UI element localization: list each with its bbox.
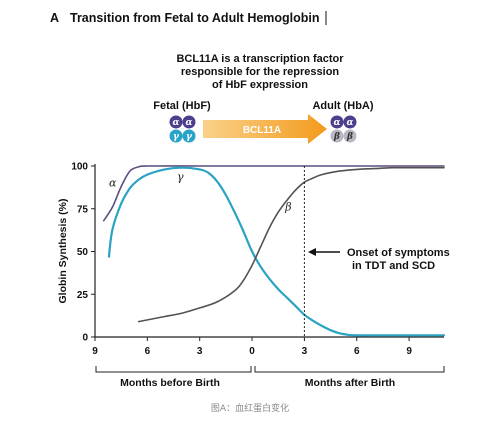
symptom-arrow-head <box>308 248 316 256</box>
x-tick-label: 3 <box>302 346 308 357</box>
fetal-alpha-2-label: α <box>186 118 193 128</box>
bcl11a-arrow-label: BCL11A <box>243 125 281 136</box>
x-tick-label: 0 <box>249 346 255 357</box>
bcl11a-arrow: BCL11A <box>203 114 327 144</box>
bcl11a-arrow-shape <box>203 114 327 144</box>
x-tick-label: 3 <box>197 346 203 357</box>
adult-label: Adult (HbA) <box>312 100 373 112</box>
adult-hemoglobin-icon: α α β β <box>330 115 357 143</box>
adult-alpha-1-label: α <box>334 118 341 128</box>
gamma-globin-line <box>107 166 446 337</box>
y-tick-label: 100 <box>71 162 88 173</box>
period-braces <box>95 366 445 373</box>
note-line-3: of HbF expression <box>212 79 308 91</box>
y-axis-label: Globin Synthesis (%) <box>57 198 69 303</box>
fetal-alpha-2 <box>182 115 196 129</box>
symptom-note-line-1: Onset of symptoms <box>347 247 450 259</box>
adult-beta-2 <box>343 129 357 143</box>
chart-title: Transition from Fetal to Adult Hemoglobi… <box>70 11 320 25</box>
y-tick-label: 50 <box>77 247 89 258</box>
brace-after-birth <box>254 366 445 373</box>
adult-beta-1-label: β <box>333 132 340 142</box>
alpha-series-label: α <box>109 177 117 190</box>
note-line-2: responsible for the repression <box>181 66 340 78</box>
chart-labels: α γ β <box>109 171 292 214</box>
x-axis-label-before: Months before Birth <box>120 377 220 389</box>
x-tick-label: 9 <box>92 346 98 357</box>
fetal-alpha-1 <box>169 115 183 129</box>
fetal-gamma-1 <box>169 129 183 143</box>
x-tick-label: 9 <box>406 346 412 357</box>
fetal-gamma-2-label: γ <box>186 132 193 142</box>
fetal-hemoglobin-icon: α α γ γ <box>169 115 196 143</box>
y-tick-label: 75 <box>77 204 89 215</box>
adult-beta-1 <box>330 129 344 143</box>
x-tick-label: 6 <box>145 346 151 357</box>
panel-letter: A <box>50 11 59 25</box>
y-tick-label: 0 <box>82 333 88 344</box>
fetal-gamma-2 <box>182 129 196 143</box>
x-tick-label: 6 <box>354 346 360 357</box>
fetal-gamma-1-label: γ <box>173 132 180 142</box>
adult-alpha-2 <box>343 115 357 129</box>
symptom-arrow <box>308 248 340 256</box>
gamma-series-label: γ <box>177 171 184 184</box>
fetal-label: Fetal (HbF) <box>153 100 211 112</box>
y-tick-label: 25 <box>77 290 89 301</box>
note-line-1: BCL11A is a transcription factor <box>176 53 344 65</box>
beta-series-label: β <box>284 200 291 213</box>
figure-caption: 图A：血红蛋白变化 <box>211 402 289 414</box>
alpha-globin-line <box>102 165 445 222</box>
brace-before-birth <box>95 366 252 373</box>
chart-axes: 0 25 50 75 100 9 6 3 0 3 6 9 <box>71 162 444 357</box>
symptom-note-line-2: in TDT and SCD <box>352 260 435 272</box>
beta-globin-line <box>137 166 445 323</box>
fetal-alpha-1-label: α <box>173 118 180 128</box>
x-axis-label-after: Months after Birth <box>305 377 395 389</box>
adult-beta-2-label: β <box>346 132 353 142</box>
chart-series <box>102 165 446 337</box>
adult-alpha-1 <box>330 115 344 129</box>
adult-alpha-2-label: α <box>347 118 354 128</box>
